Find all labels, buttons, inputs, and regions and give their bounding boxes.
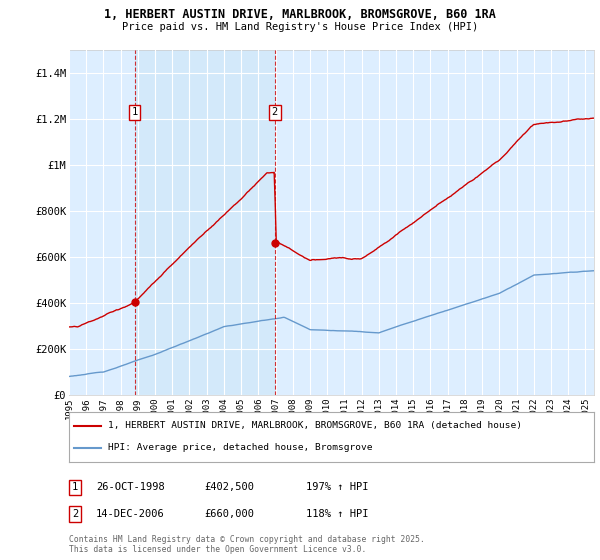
Text: Price paid vs. HM Land Registry's House Price Index (HPI): Price paid vs. HM Land Registry's House … bbox=[122, 22, 478, 32]
Text: 1: 1 bbox=[131, 108, 138, 118]
Text: Contains HM Land Registry data © Crown copyright and database right 2025.
This d: Contains HM Land Registry data © Crown c… bbox=[69, 535, 425, 554]
Text: 118% ↑ HPI: 118% ↑ HPI bbox=[306, 509, 368, 519]
Text: 1, HERBERT AUSTIN DRIVE, MARLBROOK, BROMSGROVE, B60 1RA (detached house): 1, HERBERT AUSTIN DRIVE, MARLBROOK, BROM… bbox=[109, 421, 523, 430]
Text: 26-OCT-1998: 26-OCT-1998 bbox=[96, 482, 165, 492]
Text: 1: 1 bbox=[72, 482, 78, 492]
Text: £402,500: £402,500 bbox=[204, 482, 254, 492]
Bar bbox=[135, 50, 275, 395]
Text: 2: 2 bbox=[272, 108, 278, 118]
Text: 2: 2 bbox=[72, 509, 78, 519]
Text: 197% ↑ HPI: 197% ↑ HPI bbox=[306, 482, 368, 492]
Text: HPI: Average price, detached house, Bromsgrove: HPI: Average price, detached house, Brom… bbox=[109, 444, 373, 452]
Text: 14-DEC-2006: 14-DEC-2006 bbox=[96, 509, 165, 519]
Text: £660,000: £660,000 bbox=[204, 509, 254, 519]
Text: 1, HERBERT AUSTIN DRIVE, MARLBROOK, BROMSGROVE, B60 1RA: 1, HERBERT AUSTIN DRIVE, MARLBROOK, BROM… bbox=[104, 8, 496, 21]
